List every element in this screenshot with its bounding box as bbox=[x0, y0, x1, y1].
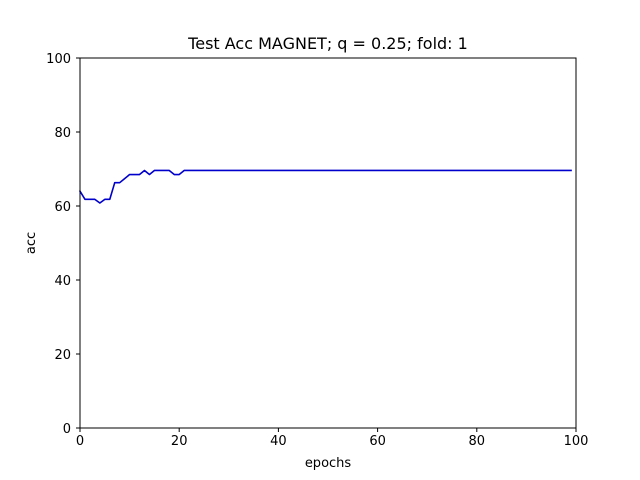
x-axis-label: epochs bbox=[305, 456, 352, 471]
accuracy-series-line bbox=[78, 169, 572, 204]
x-tick-label: 20 bbox=[171, 434, 188, 449]
chart-title: Test Acc MAGNET; q = 0.25; fold: 1 bbox=[187, 34, 468, 53]
y-tick-label: 80 bbox=[54, 126, 71, 141]
x-tick-label: 0 bbox=[76, 434, 84, 449]
x-tick-label: 80 bbox=[469, 434, 486, 449]
y-tick-label: 40 bbox=[54, 274, 71, 289]
y-tick-label: 20 bbox=[54, 348, 71, 363]
x-tick-label: 100 bbox=[564, 434, 589, 449]
ticks-layer: 0 20 40 60 80 100 0 20 40 60 80 100 bbox=[46, 52, 588, 449]
x-tick-label: 60 bbox=[369, 434, 386, 449]
y-tick-label: 100 bbox=[46, 52, 71, 67]
x-tick-label: 40 bbox=[270, 434, 287, 449]
y-axis-label: acc bbox=[24, 232, 39, 254]
plot-frame bbox=[79, 57, 577, 429]
y-tick-label: 60 bbox=[54, 200, 71, 215]
plot-area bbox=[80, 58, 576, 428]
y-tick-label: 0 bbox=[63, 422, 71, 437]
